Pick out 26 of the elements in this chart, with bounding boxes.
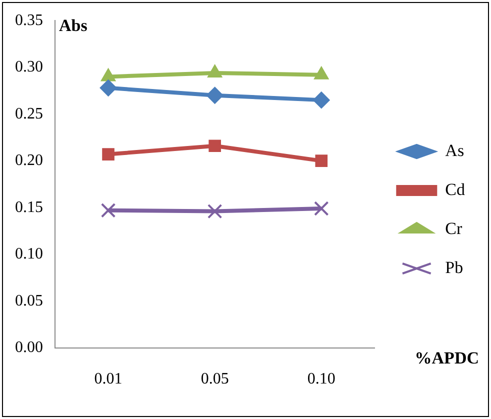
legend-label: Pb <box>445 258 464 277</box>
y-tick-label: 0.35 <box>15 12 43 29</box>
point <box>315 154 328 167</box>
x-tick-label: 0.05 <box>200 370 229 388</box>
point <box>206 86 224 104</box>
legend-label: As <box>445 140 464 160</box>
y-tick-label: 0.25 <box>15 105 43 122</box>
x-tick-label: 0.01 <box>94 370 122 388</box>
y-tick-label: 0.20 <box>15 152 43 170</box>
point <box>208 140 221 152</box>
legend-label: Cd <box>445 180 466 199</box>
legend-label: Cr <box>445 218 462 238</box>
y-tick-label: 0.00 <box>15 339 43 356</box>
x-axis-title: %APDC <box>414 348 479 368</box>
y-tick-label: 0.30 <box>15 58 43 76</box>
point <box>314 201 329 216</box>
point <box>100 79 117 96</box>
point <box>100 203 116 218</box>
x-tick-label: 0.10 <box>307 370 336 388</box>
y-tick-label: 0.05 <box>15 292 43 310</box>
point <box>312 92 330 109</box>
y-tick-label: 0.10 <box>15 246 43 263</box>
point <box>102 148 114 160</box>
point <box>207 204 222 219</box>
y-axis-title: Abs <box>59 16 88 35</box>
y-tick-label: 0.15 <box>15 198 43 216</box>
